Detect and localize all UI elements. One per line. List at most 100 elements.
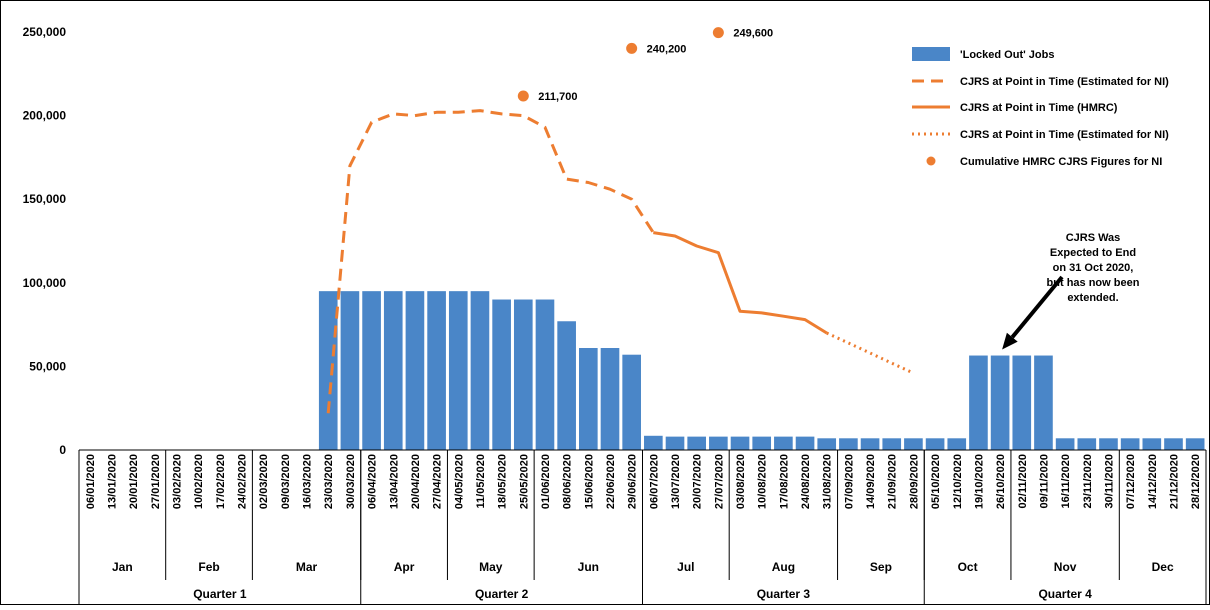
point-series: 211,700 240,200 249,600 (517, 27, 773, 103)
x-tick-label: 15/06/2020 (583, 454, 595, 509)
x-tick-label: 04/05/2020 (453, 454, 465, 509)
x-tick-label: 20/01/2020 (128, 454, 140, 509)
x-tick-label: 13/07/2020 (670, 454, 682, 509)
bar (860, 438, 880, 450)
bar (839, 438, 858, 450)
annotation-arrow-shaft (1010, 275, 1064, 339)
line-series-dashed (326, 109, 655, 414)
x-tick-label: 09/11/2020 (1038, 454, 1050, 508)
bar (470, 291, 490, 450)
y-tick-label: 50,000 (29, 359, 66, 373)
data-label: 211,700 (538, 91, 577, 103)
x-tick-label: 26/10/2020 (995, 454, 1007, 509)
bar (362, 291, 381, 450)
x-tick-label: 24/08/2020 (800, 454, 812, 509)
x-tick-label: 27/01/2020 (150, 454, 162, 509)
legend[interactable]: 'Locked Out' Jobs CJRS at Point in Time (… (912, 47, 1169, 168)
legend-entry: CJRS at Point in Time (HMRC) (960, 102, 1118, 114)
annotation-line: CJRS Was (1066, 232, 1121, 244)
bar (383, 291, 403, 450)
x-tick-label: 21/12/2020 (1168, 454, 1180, 509)
x-tick-label: 12/10/2020 (952, 454, 964, 509)
bar (687, 436, 707, 450)
x-tick-label: 03/08/2020 (735, 454, 747, 509)
x-tick-label: 16/03/2020 (302, 454, 314, 509)
bar (1055, 438, 1075, 450)
legend-swatch-bar (912, 47, 950, 61)
bar (318, 291, 338, 450)
bar (947, 438, 967, 450)
bar (774, 436, 793, 450)
x-axis: 06/01/2020 13/01/2020 20/01/2020 27/01/2020… (78, 449, 1207, 604)
x-tick-label: 19/10/2020 (973, 454, 985, 509)
x-tick-label: 08/06/2020 (562, 454, 574, 509)
bar (665, 436, 685, 450)
x-tick-label: 13/04/2020 (388, 454, 400, 509)
bar (340, 291, 360, 450)
x-tick-label: 13/01/2020 (107, 454, 119, 509)
data-point (517, 90, 529, 102)
x-tick-label: 02/11/2020 (1017, 454, 1029, 508)
data-point (712, 27, 724, 39)
bar (1120, 438, 1140, 450)
month-label: Jul (677, 560, 694, 574)
annotation: CJRS Was Expected to End on 31 Oct 2020, bu… (1002, 232, 1140, 350)
x-tick-label: 29/06/2020 (627, 454, 639, 509)
x-tick-label: 03/02/2020 (172, 454, 184, 509)
x-tick-label: 22/06/2020 (605, 454, 617, 509)
month-label: Feb (198, 560, 219, 574)
y-tick-label: 150,000 (23, 192, 67, 206)
x-tick-label: 30/03/2020 (345, 454, 357, 509)
x-tick-label: 10/08/2020 (757, 454, 769, 509)
x-tick-label: 16/11/2020 (1060, 454, 1072, 508)
x-tick-label: 14/09/2020 (865, 454, 877, 509)
x-tick-label: 02/03/2020 (258, 454, 270, 509)
bar (448, 291, 468, 450)
x-tick-label: 27/07/2020 (713, 454, 725, 509)
x-tick-label: 20/07/2020 (692, 454, 704, 509)
bar-series (318, 291, 1205, 450)
legend-entry: Cumulative HMRC CJRS Figures for NI (960, 156, 1162, 168)
x-tick-label: 23/03/2020 (323, 454, 335, 509)
legend-swatch-point (926, 156, 936, 166)
x-tick-label: 25/05/2020 (518, 454, 530, 509)
quarter-label: Quarter 4 (1038, 587, 1092, 601)
month-label: Jan (112, 560, 133, 574)
month-label: Sep (870, 560, 892, 574)
bar (1077, 438, 1097, 450)
x-tick-label: 30/11/2020 (1103, 454, 1115, 508)
x-tick-label: 21/09/2020 (887, 454, 899, 509)
y-tick-label: 100,000 (23, 276, 67, 290)
quarter-label: Quarter 3 (757, 587, 811, 601)
x-tick-label: 06/04/2020 (367, 454, 379, 509)
data-label: 249,600 (733, 28, 773, 40)
bar (535, 299, 555, 450)
bar (925, 438, 945, 450)
bar (557, 321, 576, 450)
x-tick-label: 17/02/2020 (215, 454, 227, 509)
annotation-line: on 31 Oct 2020, (1053, 262, 1134, 274)
month-label: Nov (1054, 560, 1077, 574)
x-tick-label: 24/02/2020 (237, 454, 249, 509)
x-tick-label: 05/10/2020 (930, 454, 942, 509)
month-label: Apr (394, 560, 415, 574)
line-series (326, 109, 915, 414)
legend-entry: CJRS at Point in Time (Estimated for NI) (960, 76, 1169, 88)
x-tick-label: 28/12/2020 (1190, 454, 1202, 509)
x-tick-label: 10/02/2020 (193, 454, 205, 509)
x-tick-label: 31/08/2020 (822, 454, 834, 509)
month-label: May (479, 560, 503, 574)
bar (709, 436, 728, 450)
axis-layer: 0 50,000 100,000 150,000 200,000 250,000 (23, 25, 67, 457)
bar (752, 436, 772, 450)
x-tick-label: 06/07/2020 (648, 454, 660, 509)
bar (513, 299, 533, 450)
bar (1034, 355, 1053, 450)
x-tick-label: 06/01/2020 (85, 454, 97, 509)
bar (969, 355, 988, 450)
month-label: Mar (296, 560, 318, 574)
x-tick-label: 28/09/2020 (908, 454, 920, 509)
bar (990, 355, 1010, 450)
bar (817, 438, 837, 450)
